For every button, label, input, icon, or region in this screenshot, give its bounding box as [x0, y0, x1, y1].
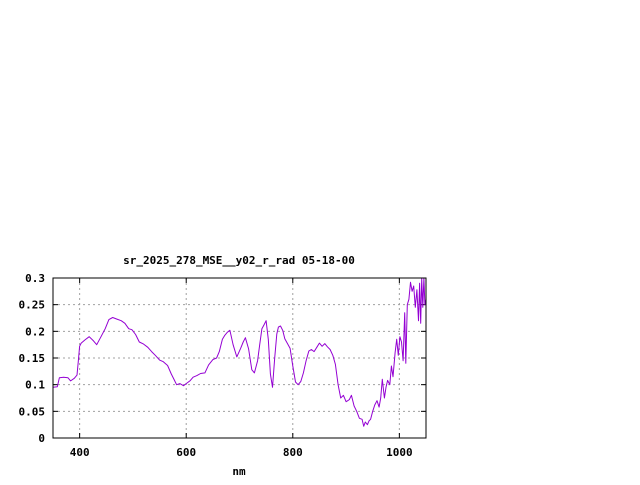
x-tick-label: 800 — [283, 446, 303, 459]
series-layer — [52, 277, 427, 427]
y-tick-label: 0.15 — [19, 352, 46, 365]
series-line — [52, 277, 427, 427]
axis-ticks: 400 600 800 1000 0 0.05 0.1 0.15 0.2 0.25 0.3 — [19, 272, 426, 459]
y-tick-label: 0.05 — [19, 405, 46, 418]
y-tick-label: 0.2 — [25, 325, 45, 338]
chart-title: sr_2025_278_MSE__y02_r_rad 05-18-00 — [123, 254, 355, 267]
plot-frame — [52, 277, 427, 439]
y-tick-label: 0.1 — [25, 379, 45, 392]
x-tick-label: 600 — [176, 446, 196, 459]
x-axis-label: nm — [232, 465, 246, 478]
x-tick-label: 1000 — [386, 446, 413, 459]
x-tick-label: 400 — [70, 446, 90, 459]
y-tick-label: 0.3 — [25, 272, 45, 285]
y-tick-label: 0 — [38, 432, 45, 445]
gridlines — [53, 278, 426, 438]
y-tick-label: 0.25 — [19, 299, 46, 312]
